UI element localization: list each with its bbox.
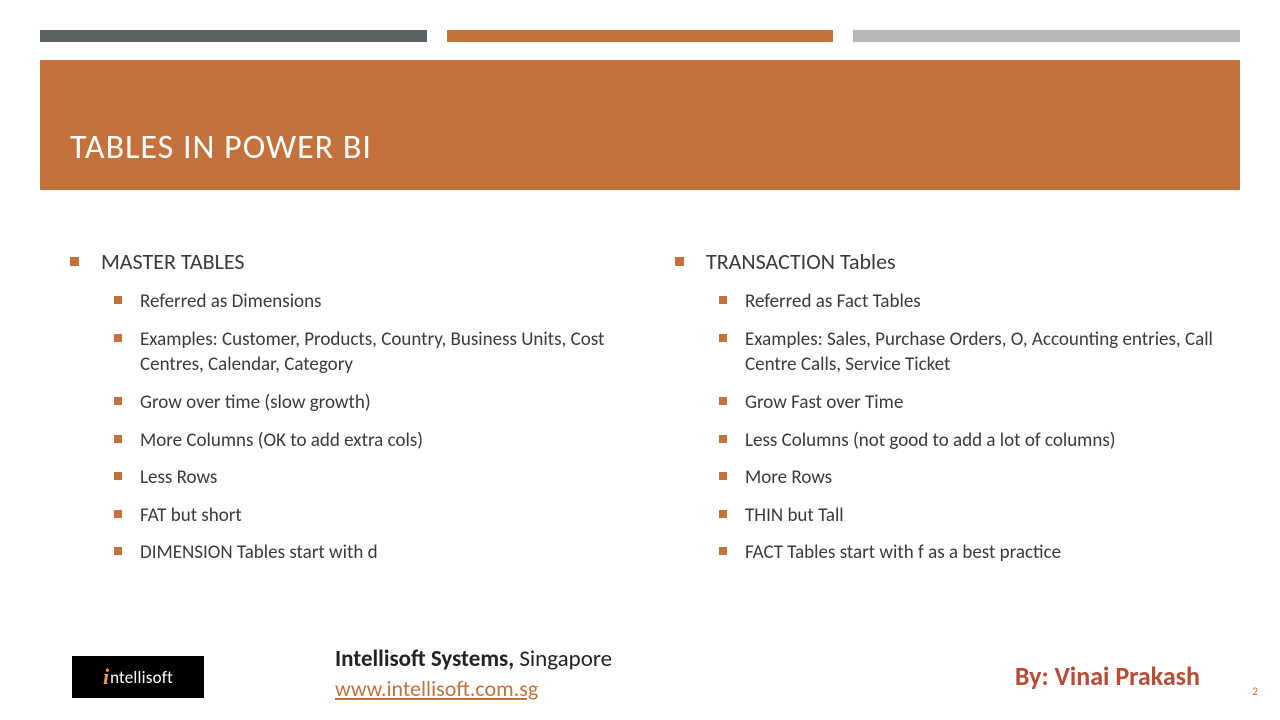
list-item-text: Referred as Dimensions xyxy=(140,289,322,315)
list-item: Less Columns (not good to add a lot of c… xyxy=(719,428,1240,454)
bullet-icon xyxy=(70,257,79,266)
list-item-text: Grow Fast over Time xyxy=(745,390,903,416)
logo-i-icon: i xyxy=(103,664,109,690)
bullet-icon xyxy=(719,435,727,443)
list-item: Less Rows xyxy=(114,465,635,491)
title-band: TABLES IN POWER BI xyxy=(40,60,1240,190)
company-line: Intellisoft Systems, Singapore xyxy=(335,645,612,673)
list-item: DIMENSION Tables start with d xyxy=(114,540,635,566)
list-item: More Columns (OK to add extra cols) xyxy=(114,428,635,454)
bullet-icon xyxy=(114,435,122,443)
accent-bar-1 xyxy=(40,30,427,42)
list-item: Examples: Sales, Purchase Orders, O, Acc… xyxy=(719,327,1240,378)
list-item-text: Less Columns (not good to add a lot of c… xyxy=(745,428,1116,454)
body-columns: MASTER TABLES Referred as Dimensions Exa… xyxy=(70,248,1240,578)
footer-center: Intellisoft Systems, Singapore www.intel… xyxy=(335,645,612,702)
bullet-icon xyxy=(114,510,122,518)
accent-bar-3 xyxy=(853,30,1240,42)
byline: By: Vinai Prakash xyxy=(1015,660,1200,692)
company-name-bold: Intellisoft Systems, xyxy=(335,645,514,673)
bullet-icon xyxy=(719,472,727,480)
column-left: MASTER TABLES Referred as Dimensions Exa… xyxy=(70,248,635,578)
list-item: FACT Tables start with f as a best pract… xyxy=(719,540,1240,566)
list-item: FAT but short xyxy=(114,503,635,529)
list-item: Referred as Dimensions xyxy=(114,289,635,315)
bullet-icon xyxy=(114,397,122,405)
logo: intellisoft xyxy=(72,656,204,698)
column-heading: MASTER TABLES xyxy=(70,248,635,275)
bullet-icon xyxy=(719,334,727,342)
list-item: Examples: Customer, Products, Country, B… xyxy=(114,327,635,378)
column-heading: TRANSACTION Tables xyxy=(675,248,1240,275)
list-item-text: Examples: Customer, Products, Country, B… xyxy=(140,327,610,378)
list-item: More Rows xyxy=(719,465,1240,491)
bullet-icon xyxy=(114,472,122,480)
accent-bar-2 xyxy=(447,30,834,42)
list-item: Grow Fast over Time xyxy=(719,390,1240,416)
bullet-icon xyxy=(719,510,727,518)
bullet-icon xyxy=(719,547,727,555)
list-item-text: More Rows xyxy=(745,465,832,491)
list-item-text: Referred as Fact Tables xyxy=(745,289,921,315)
sub-list: Referred as Dimensions Examples: Custome… xyxy=(114,289,635,566)
list-item: Referred as Fact Tables xyxy=(719,289,1240,315)
list-item: THIN but Tall xyxy=(719,503,1240,529)
list-item-text: Examples: Sales, Purchase Orders, O, Acc… xyxy=(745,327,1215,378)
logo-text: ntellisoft xyxy=(110,667,173,688)
list-item-text: FAT but short xyxy=(140,503,242,529)
bullet-icon xyxy=(719,296,727,304)
top-accent-bars xyxy=(40,30,1240,42)
column-heading-text: TRANSACTION Tables xyxy=(706,248,896,275)
list-item: Grow over time (slow growth) xyxy=(114,390,635,416)
sub-list: Referred as Fact Tables Examples: Sales,… xyxy=(719,289,1240,566)
company-location: Singapore xyxy=(514,645,612,673)
bullet-icon xyxy=(114,296,122,304)
slide: TABLES IN POWER BI MASTER TABLES Referre… xyxy=(0,0,1280,720)
list-item-text: Less Rows xyxy=(140,465,217,491)
bullet-icon xyxy=(114,547,122,555)
bullet-icon xyxy=(114,334,122,342)
bullet-icon xyxy=(675,257,684,266)
list-item-text: FACT Tables start with f as a best pract… xyxy=(745,540,1061,566)
page-number: 2 xyxy=(1252,685,1258,698)
column-heading-text: MASTER TABLES xyxy=(101,248,244,275)
slide-title: TABLES IN POWER BI xyxy=(70,127,372,168)
list-item-text: Grow over time (slow growth) xyxy=(140,390,371,416)
list-item-text: DIMENSION Tables start with d xyxy=(140,540,378,566)
list-item-text: More Columns (OK to add extra cols) xyxy=(140,428,423,454)
column-right: TRANSACTION Tables Referred as Fact Tabl… xyxy=(675,248,1240,578)
list-item-text: THIN but Tall xyxy=(745,503,844,529)
bullet-icon xyxy=(719,397,727,405)
company-url[interactable]: www.intellisoft.com.sg xyxy=(335,675,612,702)
